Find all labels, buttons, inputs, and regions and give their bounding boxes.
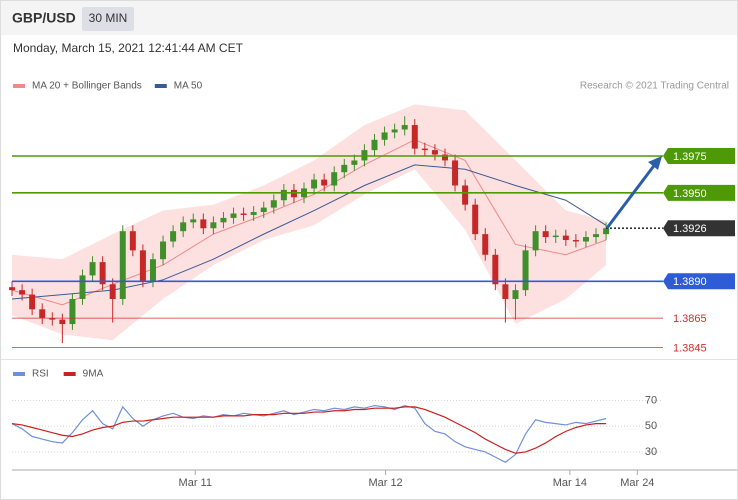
candle-body — [29, 294, 36, 310]
candle-body — [431, 150, 438, 155]
candle-body — [240, 213, 247, 215]
legend-label: MA 50 — [174, 81, 203, 92]
level-label-box — [663, 184, 735, 201]
level-label: 1.3926 — [673, 223, 707, 235]
candle-body — [170, 231, 177, 242]
candle-body — [311, 179, 318, 189]
candle-body — [331, 172, 338, 186]
candle-body — [391, 129, 398, 133]
x-tick-label: Mar 24 — [620, 477, 654, 489]
candle-body — [19, 290, 26, 295]
candle-body — [119, 231, 126, 299]
candle-body — [562, 235, 569, 241]
candle-body — [572, 240, 579, 242]
candle-body — [351, 160, 358, 165]
candle-body — [421, 148, 428, 151]
x-tick-label: Mar 12 — [368, 477, 402, 489]
legend-swatch — [63, 372, 76, 376]
y-tick-label: 70 — [645, 394, 657, 406]
candle-body — [200, 219, 207, 229]
forecast-arrowhead — [648, 156, 662, 170]
forecast-arrow — [605, 162, 658, 229]
interval: 30 MIN — [89, 11, 128, 25]
y-tick-label: 50 — [645, 420, 657, 432]
candle-body — [401, 125, 408, 130]
candle-body — [502, 284, 509, 299]
level-label: 1.3865 — [673, 313, 707, 325]
candle-body — [69, 298, 76, 325]
candle-body — [9, 287, 15, 291]
candle-body — [99, 262, 106, 285]
candle-body — [260, 207, 267, 213]
candle-body — [411, 125, 418, 149]
candle-body — [129, 231, 136, 251]
level-label: 1.3890 — [673, 276, 707, 288]
candle-body — [220, 217, 227, 223]
candle-body — [512, 290, 519, 299]
candle-body — [492, 254, 499, 285]
timestamp: Monday, March 15, 2021 12:41:44 AM CET — [13, 41, 244, 55]
y-tick-label: 30 — [645, 446, 657, 458]
indicator-line — [11, 404, 607, 463]
candle-body — [49, 318, 56, 320]
candle-body — [582, 237, 589, 242]
candle-body — [139, 250, 146, 282]
x-tick-label: Mar 11 — [179, 477, 212, 489]
candle-body — [341, 164, 348, 173]
legend-label: RSI — [32, 369, 49, 380]
rsi-panel: RSI 9MA 30 50 70 Mar 11 Mar 12 Mar 14 Mar 24 — [11, 369, 737, 489]
legend-label: 9MA — [83, 369, 104, 380]
level-label-box — [663, 148, 735, 165]
level-label: 1.3975 — [673, 151, 707, 163]
level-label-box — [663, 220, 735, 237]
candle-body — [109, 284, 116, 299]
candle-body — [180, 222, 187, 232]
candle-body — [89, 262, 96, 276]
candle-body — [230, 213, 237, 218]
candle-body — [593, 234, 600, 238]
indicator-line — [11, 406, 607, 454]
candle-body — [452, 160, 459, 186]
candle-body — [270, 200, 277, 208]
interval-box — [82, 7, 134, 31]
legend-swatch — [154, 84, 167, 88]
level-label-box — [663, 273, 735, 290]
candle-body — [472, 204, 479, 235]
candle-body — [280, 189, 287, 201]
price-panel: MA 20 + Bollinger Bands MA 50 1.3975 1.3950… — [9, 81, 735, 355]
candle-body — [79, 275, 86, 299]
legend-swatch — [13, 372, 25, 376]
candle-body — [210, 222, 217, 229]
candle-body — [441, 154, 448, 161]
candle-body — [542, 231, 549, 238]
level-label: 1.3950 — [673, 188, 707, 200]
candle-body — [190, 219, 197, 223]
candle-body — [552, 235, 559, 238]
candle-body — [250, 212, 257, 215]
level-label: 1.3845 — [673, 343, 707, 355]
legend-label: MA 20 + Bollinger Bands — [32, 81, 142, 92]
symbol: GBP/USD — [12, 10, 76, 26]
candle-body — [482, 234, 489, 255]
candle-body — [160, 241, 167, 260]
legend-swatch — [13, 84, 25, 88]
candle-body — [522, 250, 529, 291]
candle-body — [39, 309, 46, 319]
candle-body — [532, 231, 539, 251]
candle-body — [321, 179, 328, 186]
candle-body — [462, 185, 469, 205]
candle-body — [59, 319, 66, 325]
candle-body — [381, 132, 388, 140]
x-tick-label: Mar 14 — [553, 477, 587, 489]
candle-body — [371, 139, 378, 151]
candle-body — [149, 259, 156, 282]
candle-body — [603, 228, 610, 235]
credit: Research © 2021 Trading Central — [580, 81, 729, 92]
